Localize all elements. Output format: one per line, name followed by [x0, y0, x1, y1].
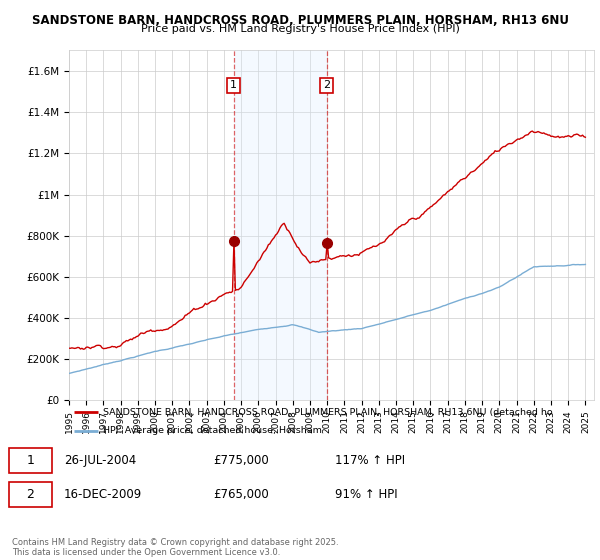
- Text: Contains HM Land Registry data © Crown copyright and database right 2025.
This d: Contains HM Land Registry data © Crown c…: [12, 538, 338, 557]
- Text: 117% ↑ HPI: 117% ↑ HPI: [335, 454, 404, 467]
- FancyBboxPatch shape: [9, 448, 52, 473]
- Text: 1: 1: [26, 454, 34, 467]
- Text: Price paid vs. HM Land Registry's House Price Index (HPI): Price paid vs. HM Land Registry's House …: [140, 24, 460, 34]
- Text: SANDSTONE BARN, HANDCROSS ROAD, PLUMMERS PLAIN, HORSHAM, RH13 6NU: SANDSTONE BARN, HANDCROSS ROAD, PLUMMERS…: [32, 14, 569, 27]
- Text: 2: 2: [26, 488, 34, 501]
- Text: £775,000: £775,000: [214, 454, 269, 467]
- Text: SANDSTONE BARN, HANDCROSS ROAD, PLUMMERS PLAIN, HORSHAM, RH13 6NU (detached ho: SANDSTONE BARN, HANDCROSS ROAD, PLUMMERS…: [103, 408, 553, 417]
- Text: 91% ↑ HPI: 91% ↑ HPI: [335, 488, 397, 501]
- Text: £765,000: £765,000: [214, 488, 269, 501]
- Text: 1: 1: [230, 81, 237, 90]
- Text: 2: 2: [323, 81, 330, 90]
- Text: 16-DEC-2009: 16-DEC-2009: [64, 488, 142, 501]
- Text: 26-JUL-2004: 26-JUL-2004: [64, 454, 136, 467]
- Bar: [234, 50, 326, 400]
- FancyBboxPatch shape: [9, 482, 52, 507]
- Text: HPI: Average price, detached house, Horsham: HPI: Average price, detached house, Hors…: [103, 426, 322, 435]
